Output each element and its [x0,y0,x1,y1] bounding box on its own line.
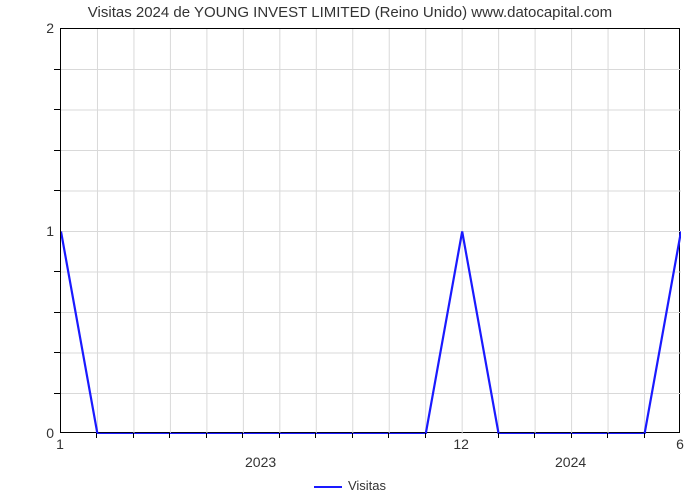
x-minor-tick [607,433,608,438]
x-minor-tick [169,433,170,438]
x-minor-tick [534,433,535,438]
y-minor-tick [54,109,60,110]
y-minor-tick [54,312,60,313]
x-minor-tick [425,433,426,438]
legend: Visitas [0,478,700,493]
series-line [61,232,681,435]
x-minor-tick [206,433,207,438]
legend-label: Visitas [348,478,386,493]
visits-chart: Visitas 2024 de YOUNG INVEST LIMITED (Re… [0,0,700,500]
y-minor-tick [54,271,60,272]
x-minor-tick [279,433,280,438]
y-tick-label: 0 [14,425,54,441]
x-tick-label: 1 [56,436,64,452]
y-minor-tick [54,352,60,353]
x-minor-tick [498,433,499,438]
x-minor-tick [96,433,97,438]
line-layer [61,29,681,434]
x-minor-tick [352,433,353,438]
x-year-label: 2024 [555,454,586,470]
x-minor-tick [571,433,572,438]
plot-area [60,28,680,433]
legend-swatch [314,486,342,488]
x-tick-label: 12 [453,436,469,452]
x-minor-tick [133,433,134,438]
y-tick-label: 1 [14,223,54,239]
x-minor-tick [242,433,243,438]
y-tick-label: 2 [14,20,54,36]
x-tick-label: 6 [676,436,684,452]
x-minor-tick [644,433,645,438]
y-minor-tick [54,150,60,151]
x-minor-tick [388,433,389,438]
x-year-label: 2023 [245,454,276,470]
y-minor-tick [54,69,60,70]
y-minor-tick [54,393,60,394]
y-minor-tick [54,190,60,191]
x-minor-tick [315,433,316,438]
chart-title: Visitas 2024 de YOUNG INVEST LIMITED (Re… [0,4,700,21]
